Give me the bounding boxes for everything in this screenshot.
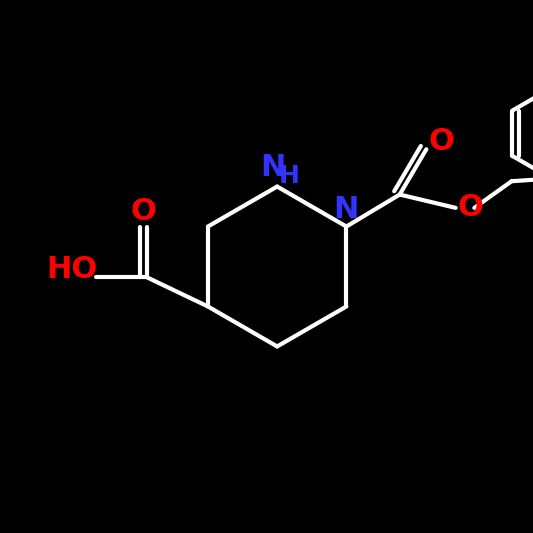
- Text: O: O: [130, 197, 156, 226]
- Text: N: N: [260, 154, 286, 182]
- Text: N: N: [334, 195, 359, 224]
- Text: O: O: [458, 193, 483, 222]
- Text: HO: HO: [46, 255, 98, 284]
- Text: H: H: [278, 164, 300, 188]
- Text: O: O: [429, 127, 454, 156]
